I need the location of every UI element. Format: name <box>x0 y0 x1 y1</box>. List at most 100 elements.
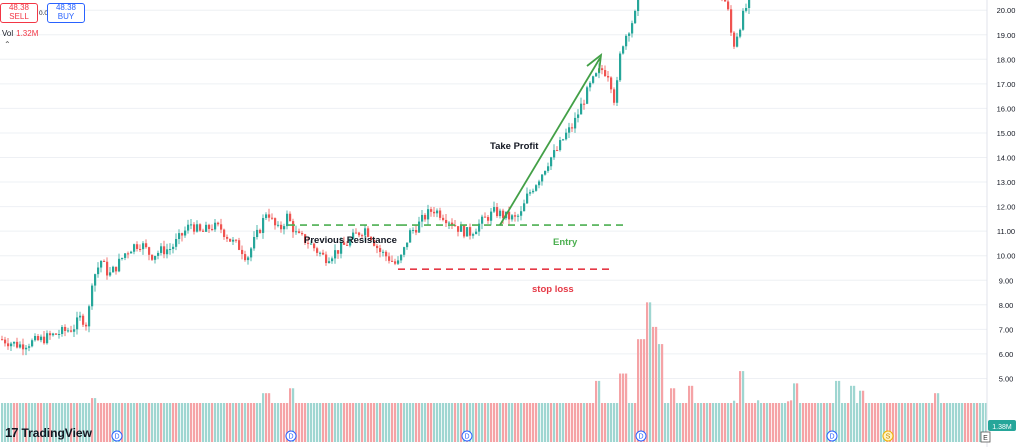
price-tick-label: 14.00 <box>997 154 1016 163</box>
volume-bar <box>151 403 154 442</box>
collapse-chevron-icon[interactable]: ⌃ <box>4 40 11 49</box>
volume-bar <box>319 403 322 442</box>
volume-bar <box>970 403 973 442</box>
volume-bar <box>181 403 184 442</box>
volume-bar <box>697 403 700 442</box>
candle-body <box>625 35 628 47</box>
candle-body <box>442 217 445 220</box>
candle-body <box>484 216 487 218</box>
candle-body <box>490 211 493 221</box>
volume-bar <box>457 403 460 442</box>
candle-body <box>304 234 307 243</box>
candle-body <box>487 217 490 221</box>
volume-bar <box>838 380 841 442</box>
volume-bar <box>196 403 199 442</box>
candle-body <box>397 260 400 264</box>
volume-bar <box>625 373 628 442</box>
volume-bar <box>724 403 727 442</box>
volume-bar <box>301 403 304 442</box>
candle-body <box>97 267 100 275</box>
candle-body <box>373 239 376 246</box>
volume-bar <box>943 403 946 442</box>
price-tick-label: 16.00 <box>997 104 1016 113</box>
volume-bar <box>784 403 787 442</box>
tradingview-logo: 17 TradingView <box>5 425 92 440</box>
volume-bar <box>403 403 406 442</box>
volume-bar <box>46 403 49 442</box>
take-profit-arrow[interactable] <box>499 52 603 226</box>
volume-bar <box>646 302 649 442</box>
volume-bar <box>472 403 475 442</box>
candle-body <box>70 330 73 332</box>
candle-body <box>13 341 16 344</box>
candle-body <box>109 272 112 276</box>
candle-body <box>184 230 187 236</box>
volume-bar <box>316 403 319 442</box>
candle-body <box>136 244 139 249</box>
candle-body <box>202 230 205 232</box>
volume-bar <box>766 403 769 442</box>
candle-body <box>226 236 229 239</box>
volume-bar <box>139 403 142 442</box>
candle-body <box>112 266 115 273</box>
candle-body <box>391 260 394 262</box>
volume-bar <box>565 403 568 442</box>
volume-bar <box>445 403 448 442</box>
buy-price: 48.38 <box>55 3 77 12</box>
volume-bar <box>961 403 964 442</box>
volume-bar <box>760 403 763 442</box>
volume-bar <box>313 403 316 442</box>
volume-bar <box>904 403 907 442</box>
volume-bar <box>40 403 43 442</box>
candle-body <box>733 32 736 47</box>
volume-bar <box>7 403 10 442</box>
volume-bar <box>820 403 823 442</box>
volume-bar <box>142 403 145 442</box>
volume-bar <box>763 403 766 442</box>
candle-body <box>79 315 82 318</box>
volume-bar <box>664 403 667 442</box>
volume-bar <box>64 403 67 442</box>
candle-body <box>163 246 166 255</box>
candle-body <box>424 214 427 220</box>
volume-bar <box>34 403 37 442</box>
volume-bar <box>298 403 301 442</box>
price-axis[interactable]: 5.00 6.00 7.00 8.00 9.00 10.00 11.00 12.00 13.00… <box>986 0 1016 447</box>
candle-body <box>427 209 430 220</box>
candle-body <box>583 103 586 105</box>
candle-body <box>250 248 253 258</box>
candle-body <box>88 306 91 327</box>
volume-bar <box>157 403 160 442</box>
volume-bar <box>781 403 784 442</box>
volume-bar <box>586 403 589 442</box>
volume-bar <box>826 403 829 442</box>
candle-body <box>748 0 751 9</box>
axis-settings-button[interactable]: E <box>980 431 991 443</box>
candle-body <box>418 221 421 233</box>
volume-bar <box>694 403 697 442</box>
sell-button[interactable]: 48.38 SELL <box>0 3 38 23</box>
candle-body <box>523 203 526 212</box>
volume-bar <box>133 403 136 442</box>
event-marker-label: S <box>886 434 891 441</box>
volume-bar <box>922 403 925 442</box>
volume-bar <box>28 403 31 442</box>
volume-bar <box>532 403 535 442</box>
volume-bar <box>709 403 712 442</box>
candle-body <box>493 207 496 212</box>
volume-bar <box>715 403 718 442</box>
volume-bar <box>433 403 436 442</box>
volume-bar <box>31 403 34 442</box>
candle-body <box>559 140 562 151</box>
candle-body <box>439 210 442 218</box>
volume-bar <box>796 383 799 442</box>
volume-bar <box>373 403 376 442</box>
volume-bar <box>553 403 556 442</box>
candle-body <box>430 209 433 212</box>
candle-body <box>289 213 292 222</box>
volume-bar <box>220 403 223 442</box>
buy-button[interactable]: 48.38 BUY <box>47 3 85 23</box>
candle-body <box>31 340 34 347</box>
